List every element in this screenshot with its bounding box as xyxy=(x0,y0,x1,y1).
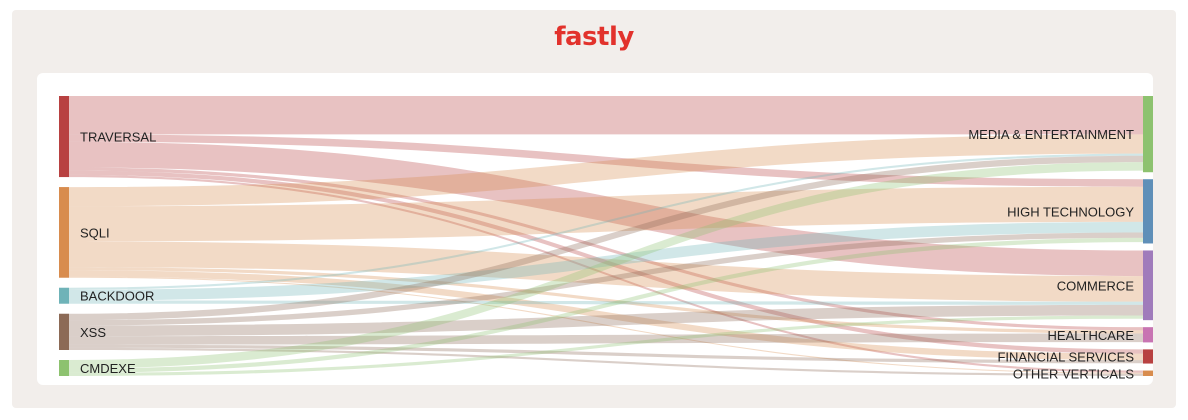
fastly-logo: fastly xyxy=(554,22,634,52)
source-label-cmdexe: CMDEXE xyxy=(80,361,136,376)
source-node-cmdexe xyxy=(59,360,69,376)
source-node-sqli xyxy=(59,187,69,278)
link-traversal-to-commerce xyxy=(69,141,1143,277)
source-node-xss xyxy=(59,313,69,350)
link-xss-to-commerce xyxy=(69,304,1143,337)
link-traversal-to-high-technology xyxy=(69,134,1143,187)
link-sqli-to-commerce xyxy=(69,241,1143,302)
target-label-other-verticals: OTHER VERTICALS xyxy=(1013,366,1134,381)
source-label-backdoor: BACKDOOR xyxy=(80,289,154,304)
target-node-high-technology xyxy=(1143,179,1153,244)
target-node-commerce xyxy=(1143,250,1153,321)
link-sqli-to-healthcare xyxy=(69,267,1143,334)
link-cmdexe-to-media-entertainment xyxy=(69,162,1143,369)
link-backdoor-to-commerce xyxy=(69,300,1143,305)
link-cmdexe-to-commerce xyxy=(69,315,1143,376)
target-label-commerce: COMMERCE xyxy=(1057,278,1135,293)
link-traversal-to-media-entertainment xyxy=(69,96,1143,135)
link-traversal-to-healthcare xyxy=(69,167,1143,331)
link-xss-to-media-entertainment xyxy=(69,155,1143,321)
source-node-traversal xyxy=(59,96,69,178)
target-label-media-entertainment: MEDIA & ENTERTAINMENT xyxy=(968,127,1134,142)
target-node-financial-services xyxy=(1143,349,1153,364)
link-xss-to-other-verticals xyxy=(69,347,1143,376)
chart-card xyxy=(37,73,1153,385)
target-node-other-verticals xyxy=(1143,370,1153,376)
source-node-backdoor xyxy=(59,287,69,304)
target-label-healthcare: HEALTHCARE xyxy=(1048,328,1135,343)
link-backdoor-to-high-technology xyxy=(69,221,1143,301)
target-label-financial-services: FINANCIAL SERVICES xyxy=(997,349,1134,364)
link-xss-to-high-technology xyxy=(69,232,1143,326)
target-node-healthcare xyxy=(1143,327,1153,343)
target-node-media-entertainment xyxy=(1143,96,1153,173)
target-label-high-technology: HIGH TECHNOLOGY xyxy=(1007,204,1134,219)
source-label-sqli: SQLI xyxy=(80,225,110,240)
link-sqli-to-high-technology xyxy=(69,186,1143,242)
link-traversal-to-financial-services xyxy=(69,170,1143,354)
source-label-xss: XSS xyxy=(80,325,106,340)
link-sqli-to-financial-services xyxy=(69,270,1143,361)
link-backdoor-to-media-entertainment xyxy=(69,153,1143,290)
link-sqli-to-other-verticals xyxy=(69,276,1143,374)
link-xss-to-healthcare xyxy=(69,333,1143,345)
source-label-traversal: TRAVERSAL xyxy=(80,130,156,145)
link-sqli-to-media-entertainment xyxy=(69,134,1143,207)
link-cmdexe-to-high-technology xyxy=(69,237,1143,373)
link-xss-to-financial-services xyxy=(69,344,1143,364)
link-traversal-to-other-verticals xyxy=(69,174,1143,373)
